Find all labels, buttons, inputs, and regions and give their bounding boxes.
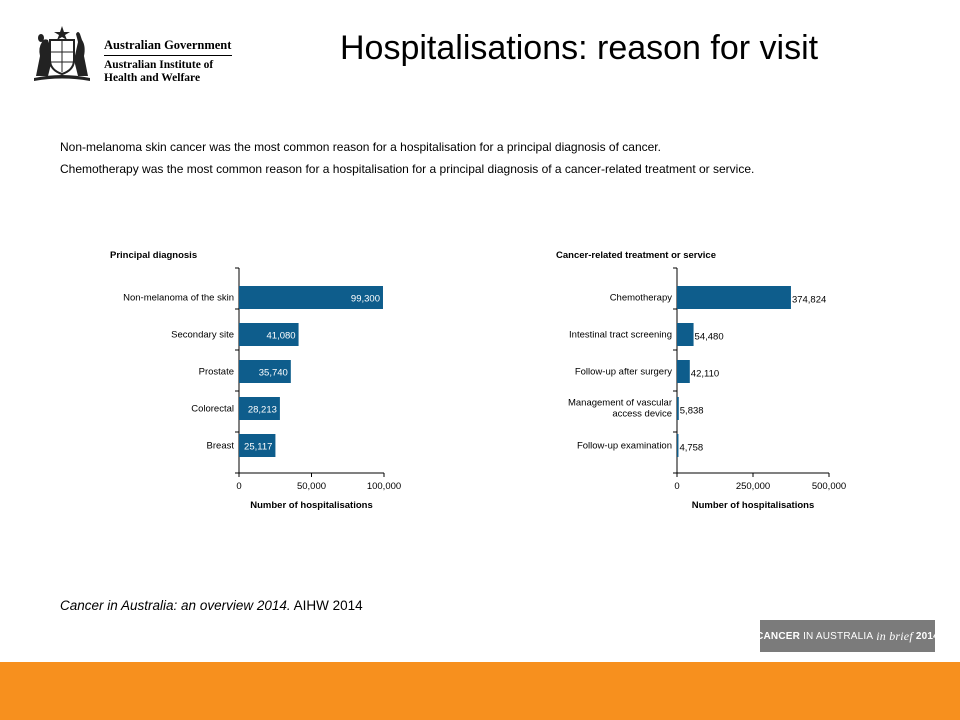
chart-2-x-tick-label: 0 (674, 481, 679, 492)
chart-2-bar (677, 434, 679, 457)
footer-bar (0, 662, 960, 720)
chart-1-x-axis-label: Number of hospitalisations (250, 500, 372, 511)
chart-1-bar (239, 397, 280, 420)
chart-2-x-tick-label: 250,000 (736, 481, 770, 492)
chart-1-x-tick-label: 50,000 (297, 481, 326, 492)
chart-2-category-label: Intestinal tract screening (569, 330, 672, 341)
chart-2-category-label: Chemotherapy (610, 293, 673, 304)
chart-1-data-label: 35,740 (259, 368, 288, 379)
intro-line-2: Chemotherapy was the most common reason … (60, 162, 755, 176)
aihw-logo: Australian Government Australian Institu… (28, 22, 238, 86)
chart-2-bar (677, 360, 690, 383)
chart-1-x-tick-label: 100,000 (367, 481, 401, 492)
chart-1-data-label: 28,213 (248, 405, 277, 416)
slide-title: Hospitalisations: reason for visit (340, 29, 819, 67)
citation-title: Cancer in Australia: an overview 2014. (60, 598, 291, 613)
chart-1-x-tick-label: 0 (236, 481, 241, 492)
chart-2-x-axis-label: Number of hospitalisations (692, 500, 814, 511)
badge-in-australia: IN AUSTRALIA (803, 630, 874, 642)
intro-line-1: Non-melanoma skin cancer was the most co… (60, 140, 661, 154)
chart-1-bar (239, 323, 299, 346)
chart-2-bar (677, 323, 694, 346)
chart-1-bar (239, 434, 276, 457)
badge-cancer: CANCER (756, 630, 801, 642)
citation: Cancer in Australia: an overview 2014. A… (60, 598, 363, 613)
chart-1-category-label: Colorectal (191, 404, 234, 415)
chart-1-category-label: Breast (207, 441, 235, 452)
coat-of-arms-icon (34, 26, 90, 81)
intro-text: Non-melanoma skin cancer was the most co… (60, 136, 940, 180)
badge-in-brief: in brief (876, 628, 913, 643)
chart-1-category-label: Prostate (199, 367, 234, 378)
chart-2-category-label: access device (612, 409, 672, 420)
citation-source: AIHW 2014 (290, 598, 363, 613)
chart-2-title: Cancer-related treatment or service (556, 250, 716, 261)
chart-2-bar (677, 397, 679, 420)
chart-2-bar (677, 286, 791, 309)
chart-2-category-label: Follow-up examination (577, 441, 672, 452)
chart-1-data-label: 99,300 (351, 294, 380, 305)
chart-2-data-label: 374,824 (792, 295, 826, 306)
chart-1-data-label: 25,117 (244, 442, 272, 453)
chart-2-category-label: Management of vascular (568, 398, 672, 409)
chart-1-category-label: Non-melanoma of the skin (123, 293, 234, 304)
chart-2-data-label: 5,838 (680, 406, 704, 417)
badge-year: 2014 (915, 630, 939, 642)
chart-1-data-label: 41,080 (267, 331, 296, 342)
logo-divider (104, 55, 232, 56)
logo-government-text: Australian Government (104, 38, 232, 52)
chart-1-category-label: Secondary site (171, 330, 234, 341)
chart-1-bar (239, 286, 383, 309)
cancer-in-brief-badge: CANCER IN AUSTRALIA in brief 2014 (756, 620, 939, 652)
charts-canvas: Principal diagnosis Non-melanoma of the s… (110, 250, 846, 511)
chart-2-category-label: Follow-up after surgery (575, 367, 672, 378)
chart-2-x-tick-label: 500,000 (812, 481, 846, 492)
logo-institute-text-2: Health and Welfare (104, 72, 201, 84)
chart-2-data-label: 54,480 (695, 332, 724, 343)
chart-1-title: Principal diagnosis (110, 250, 197, 261)
chart-1-bar (239, 360, 291, 383)
chart-2-data-label: 4,758 (679, 443, 703, 454)
chart-2-data-label: 42,110 (691, 369, 719, 380)
logo-institute-text-1: Australian Institute of (104, 59, 214, 71)
